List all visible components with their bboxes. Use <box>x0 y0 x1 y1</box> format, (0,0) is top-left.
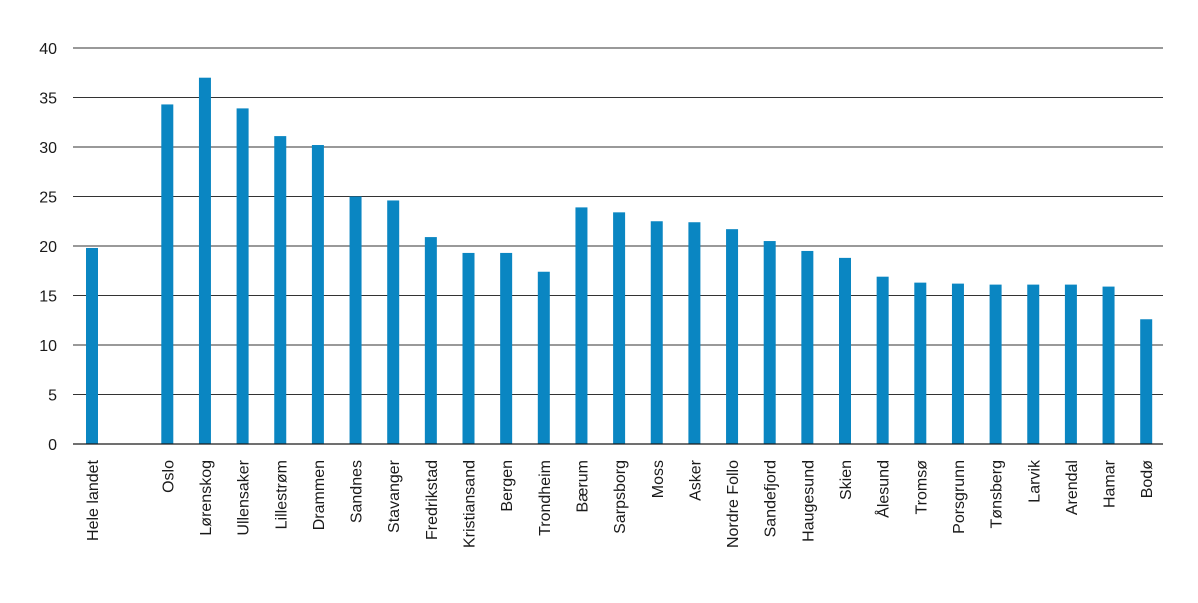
bar-hele-landet <box>86 247 98 444</box>
bar-stavanger <box>387 200 400 444</box>
bar-ålesund <box>876 276 889 444</box>
x-category-label: Oslo <box>160 460 177 493</box>
x-category-label: Moss <box>650 460 667 498</box>
x-category-label: Bergen <box>499 460 516 512</box>
bar-lørenskog <box>198 77 211 444</box>
x-axis-category-labels: Hele landet Oslo Lørenskog Ullensaker Lilles… <box>85 459 1156 548</box>
bar-oslo <box>161 104 174 445</box>
bar-kristiansand <box>462 252 475 444</box>
y-tick-label: 20 <box>39 239 57 256</box>
x-category-label: Arendal <box>1064 460 1081 515</box>
bar-moss <box>650 221 663 444</box>
bar-asker <box>688 222 701 444</box>
bar-trondheim <box>537 271 550 444</box>
bar-larvik <box>1027 284 1040 444</box>
x-category-label: Sandefjord <box>763 460 780 537</box>
bar-arendal <box>1064 284 1077 444</box>
x-category-label: Tromsø <box>913 460 930 515</box>
bars <box>86 77 1153 445</box>
x-category-label: Tønsberg <box>989 460 1006 528</box>
bar-ullensaker <box>236 108 249 444</box>
x-category-label: Ullensaker <box>236 459 253 535</box>
y-tick-label: 25 <box>39 190 57 207</box>
x-category-label: Porsgrunn <box>951 460 968 534</box>
x-category-label: Sandnes <box>349 460 366 523</box>
x-category-label: Ålesund <box>874 460 893 518</box>
bar-bærum <box>575 207 588 444</box>
y-tick-label: 10 <box>39 338 57 355</box>
x-category-label: Bodø <box>1139 460 1156 498</box>
x-category-label: Fredrikstad <box>424 460 441 540</box>
bar-tromsø <box>914 282 927 444</box>
y-tick-label: 35 <box>39 91 57 108</box>
x-category-label: Haugesund <box>800 460 817 542</box>
bar-bergen <box>500 252 513 444</box>
x-category-label: Sarpsborg <box>612 460 629 534</box>
x-category-label: Kristiansand <box>462 460 479 548</box>
bar-bodø <box>1140 319 1153 444</box>
x-category-label: Lørenskog <box>198 460 215 536</box>
x-category-label: Stavanger <box>386 459 403 533</box>
x-category-label: Skien <box>838 460 855 500</box>
bar-sarpsborg <box>613 212 626 444</box>
bar-skien <box>839 257 851 444</box>
bar-porsgrunn <box>951 283 964 444</box>
bar-fredrikstad <box>424 237 437 444</box>
x-category-label: Lillestrøm <box>273 460 290 529</box>
bar-haugesund <box>801 250 814 444</box>
y-tick-label: 40 <box>39 41 57 58</box>
y-axis-tick-labels: 0 5 10 15 20 25 30 35 40 <box>39 41 57 454</box>
bar-sandnes <box>349 196 362 444</box>
y-tick-label: 0 <box>48 437 57 454</box>
x-category-label: Drammen <box>311 460 328 530</box>
y-tick-label: 5 <box>48 388 57 405</box>
bar-sandefjord <box>763 241 776 444</box>
x-category-label: Asker <box>687 459 704 501</box>
y-tick-label: 15 <box>39 289 57 306</box>
x-category-label: Hele landet <box>85 459 102 541</box>
x-category-label: Hamar <box>1102 459 1119 508</box>
bar-drammen <box>311 145 324 444</box>
x-category-label: Nordre Follo <box>725 460 742 548</box>
bar-nordre-follo <box>726 229 739 444</box>
bar-hamar <box>1102 286 1115 444</box>
y-tick-label: 30 <box>39 140 57 157</box>
x-category-label: Larvik <box>1026 459 1043 503</box>
x-category-label: Bærum <box>574 460 591 512</box>
bar-tønsberg <box>989 284 1002 444</box>
x-category-label: Trondheim <box>537 460 554 536</box>
bar-lillestrøm <box>274 136 287 445</box>
